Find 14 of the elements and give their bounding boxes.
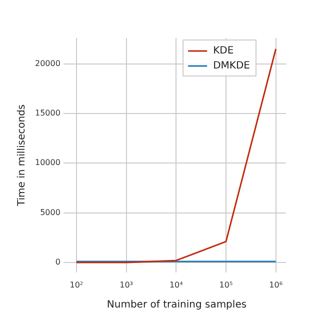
y-tick-label: 0 [55,258,60,267]
x-tick-label: 10⁶ [269,280,283,290]
x-tick-label: 10⁴ [169,280,183,290]
y-tick-label: 15000 [34,108,60,118]
y-tick-label: 5000 [40,208,60,217]
x-axis-title: Number of training samples [106,300,247,311]
x-tick-label: 10⁵ [219,280,233,290]
legend-label: KDE [213,46,234,57]
x-tick-label: 10³ [120,280,133,290]
x-tick-label: 10² [70,280,84,290]
legend-label: DMKDE [213,60,250,72]
y-axis-title: Time in milliseconds [16,104,28,208]
y-tick-label: 20000 [34,58,60,68]
y-tick-label: 10000 [34,158,60,168]
